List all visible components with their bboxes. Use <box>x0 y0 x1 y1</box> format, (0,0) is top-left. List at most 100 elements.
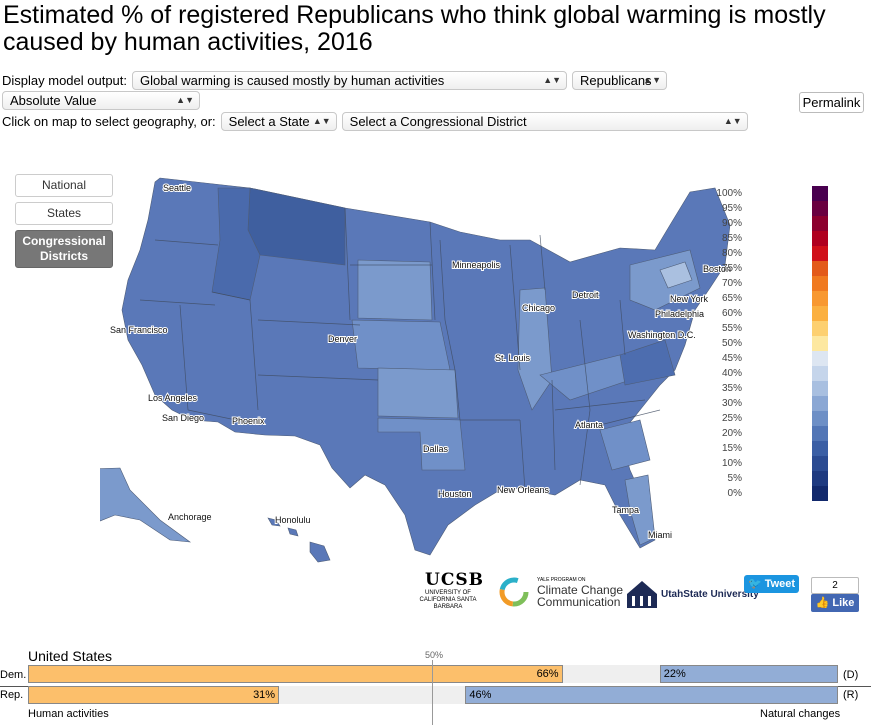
nebraska <box>351 319 451 371</box>
like-label: Like <box>832 597 855 609</box>
legend-label: 70% <box>721 278 742 289</box>
legend-label: 0% <box>727 488 742 499</box>
legend-swatch <box>812 321 828 336</box>
dem-row-label: Dem. <box>0 669 27 681</box>
ny-pale <box>659 261 693 289</box>
party-select[interactable]: Republicans ▲▼ <box>572 71 668 90</box>
midpoint-label: 50% <box>425 650 444 660</box>
party-select-value: Republicans <box>580 73 652 88</box>
legend-swatch <box>812 291 828 306</box>
dem-human-bar: 66% <box>28 665 563 683</box>
ucsb-logo-subtext: UNIVERSITY OF CALIFORNIA SANTA BARBARA <box>419 590 477 610</box>
midpoint-line <box>432 660 433 725</box>
legend-swatch <box>812 441 828 456</box>
permalink-button[interactable]: Permalink <box>799 92 864 113</box>
display-label: Display model output: <box>2 73 128 88</box>
tweet-label: Tweet <box>764 578 796 590</box>
measure-select[interactable]: Absolute Value ▲▼ <box>2 91 200 110</box>
legend-swatch <box>812 366 828 381</box>
legend-swatch <box>812 336 828 351</box>
legend-swatch <box>812 276 828 291</box>
montana <box>247 187 346 266</box>
legend-swatch <box>812 186 828 201</box>
states-button[interactable]: States <box>15 202 113 225</box>
legend-label: 85% <box>721 233 742 244</box>
legend-label: 10% <box>721 458 742 469</box>
district-select[interactable]: Select a Congressional District ▲▼ <box>341 112 748 131</box>
legend-swatch <box>812 426 828 441</box>
usu-logo-text: UtahState University <box>661 589 759 600</box>
dem-bar-track: 66% 22% <box>28 665 838 683</box>
legend-label: 45% <box>721 353 742 364</box>
rep-row-label: Rep. <box>0 689 24 701</box>
legend-label: 15% <box>721 443 742 454</box>
state-select[interactable]: Select a State ▲▼ <box>220 112 337 131</box>
dem-natural-bar: 22% <box>659 665 838 683</box>
florida-south <box>624 474 656 546</box>
usu-building-icon <box>627 581 657 608</box>
districts-button[interactable]: Congressional Districts <box>15 230 113 268</box>
click-label: Click on map to select geography, or: <box>2 114 216 129</box>
rep-row-end: (R) <box>843 689 859 701</box>
legend-label: 100% <box>716 188 742 199</box>
legend-swatch <box>812 216 828 231</box>
legend-swatch <box>812 246 828 261</box>
select-arrows-icon: ▲▼ <box>312 116 331 126</box>
select-arrows-icon: ▲▼ <box>176 95 194 105</box>
legend-label: 65% <box>721 293 742 304</box>
legend-label: 95% <box>721 203 742 214</box>
us-map[interactable] <box>100 170 740 570</box>
idaho <box>211 187 261 301</box>
legend-swatch <box>812 471 828 486</box>
hawaii <box>267 517 331 563</box>
legend-swatch <box>812 396 828 411</box>
national-button[interactable]: National <box>15 174 113 197</box>
yale-logo-small: YALE PROGRAM ON <box>537 577 586 583</box>
legend-swatch <box>812 201 828 216</box>
georgia <box>599 419 651 471</box>
legend-swatch <box>812 456 828 471</box>
legend-label: 90% <box>721 218 742 229</box>
ucsb-logo-text: UCSB <box>425 570 485 590</box>
state-borders <box>139 207 661 491</box>
legend-label: 25% <box>721 413 742 424</box>
legend-label: 80% <box>721 248 742 259</box>
legend-label: 20% <box>721 428 742 439</box>
legend-label: 30% <box>721 398 742 409</box>
ucsb-logo: UCSB UNIVERSITY OF CALIFORNIA SANTA BARB… <box>408 570 488 611</box>
legend-swatch <box>812 486 828 501</box>
select-arrows-icon: ▲▼ <box>723 116 742 126</box>
dem-human-value: 66% <box>536 668 559 680</box>
alaska <box>100 467 192 543</box>
like-button[interactable]: 👍 Like <box>811 594 859 612</box>
natural-axis-label: Natural changes <box>760 708 841 720</box>
dem-natural-value: 22% <box>663 668 686 680</box>
output-select[interactable]: Global warming is caused mostly by human… <box>132 71 568 90</box>
rep-human-bar: 31% <box>28 686 280 704</box>
rep-bar-track: 31% 46% <box>28 686 838 704</box>
rep-natural-bar: 46% <box>465 686 838 704</box>
page-title: Estimated % of registered Republicans wh… <box>3 1 826 56</box>
rep-human-value: 31% <box>253 689 276 701</box>
legend-swatch <box>812 411 828 426</box>
legend-swatch <box>812 351 828 366</box>
select-arrows-icon: ▲▼ <box>643 75 662 85</box>
legend-swatch <box>812 381 828 396</box>
bars-title: United States <box>28 648 113 664</box>
measure-select-value: Absolute Value <box>10 93 97 108</box>
legend-label: 60% <box>721 308 742 319</box>
legend-label: 50% <box>721 338 742 349</box>
measure-row: Absolute Value ▲▼ <box>2 91 200 110</box>
like-count: 2 <box>811 577 859 594</box>
output-select-value: Global warming is caused mostly by human… <box>140 73 445 88</box>
dem-row-end: (D) <box>843 669 859 681</box>
legend-label: 5% <box>727 473 742 484</box>
south-dakota <box>357 259 433 321</box>
yale-logo-text: Climate Change Communication <box>537 583 624 609</box>
legend-swatch <box>812 306 828 321</box>
legend-label: 75% <box>721 263 742 274</box>
legend-swatch <box>812 231 828 246</box>
virginia <box>619 339 676 386</box>
rep-natural-value: 46% <box>469 689 492 701</box>
tweet-button[interactable]: 🐦 Tweet <box>744 575 799 593</box>
